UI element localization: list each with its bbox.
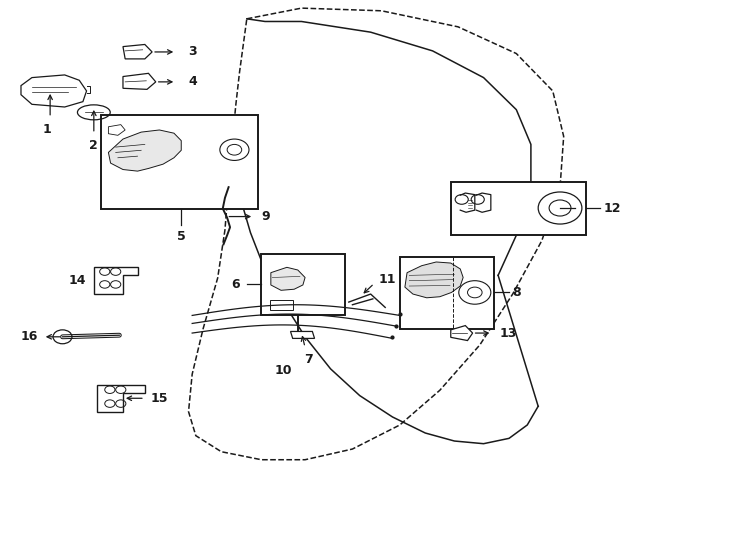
Text: 16: 16 bbox=[21, 330, 37, 343]
Polygon shape bbox=[123, 73, 156, 89]
Text: 3: 3 bbox=[189, 45, 197, 58]
Polygon shape bbox=[123, 44, 152, 59]
Text: 4: 4 bbox=[189, 76, 197, 89]
Polygon shape bbox=[109, 130, 181, 171]
Bar bbox=[270, 300, 294, 310]
Text: 9: 9 bbox=[261, 210, 270, 223]
Text: 15: 15 bbox=[150, 392, 168, 405]
Polygon shape bbox=[451, 326, 473, 341]
Polygon shape bbox=[291, 332, 315, 339]
Polygon shape bbox=[271, 267, 305, 291]
Text: 6: 6 bbox=[231, 278, 239, 291]
Text: 5: 5 bbox=[177, 230, 186, 243]
Polygon shape bbox=[94, 267, 137, 294]
Text: 2: 2 bbox=[90, 139, 98, 152]
Polygon shape bbox=[98, 385, 145, 411]
Text: 7: 7 bbox=[305, 353, 313, 366]
Polygon shape bbox=[109, 125, 126, 136]
Bar bbox=[451, 182, 586, 235]
Bar bbox=[261, 254, 345, 315]
Text: 14: 14 bbox=[69, 274, 87, 287]
Bar bbox=[101, 115, 258, 208]
Text: 1: 1 bbox=[42, 123, 51, 136]
Polygon shape bbox=[405, 262, 463, 298]
Text: 11: 11 bbox=[379, 273, 396, 286]
Bar bbox=[400, 256, 495, 329]
Polygon shape bbox=[21, 75, 87, 107]
Text: 8: 8 bbox=[512, 286, 521, 299]
Text: 12: 12 bbox=[604, 201, 621, 214]
Text: 10: 10 bbox=[275, 363, 292, 376]
Text: 13: 13 bbox=[500, 327, 517, 340]
